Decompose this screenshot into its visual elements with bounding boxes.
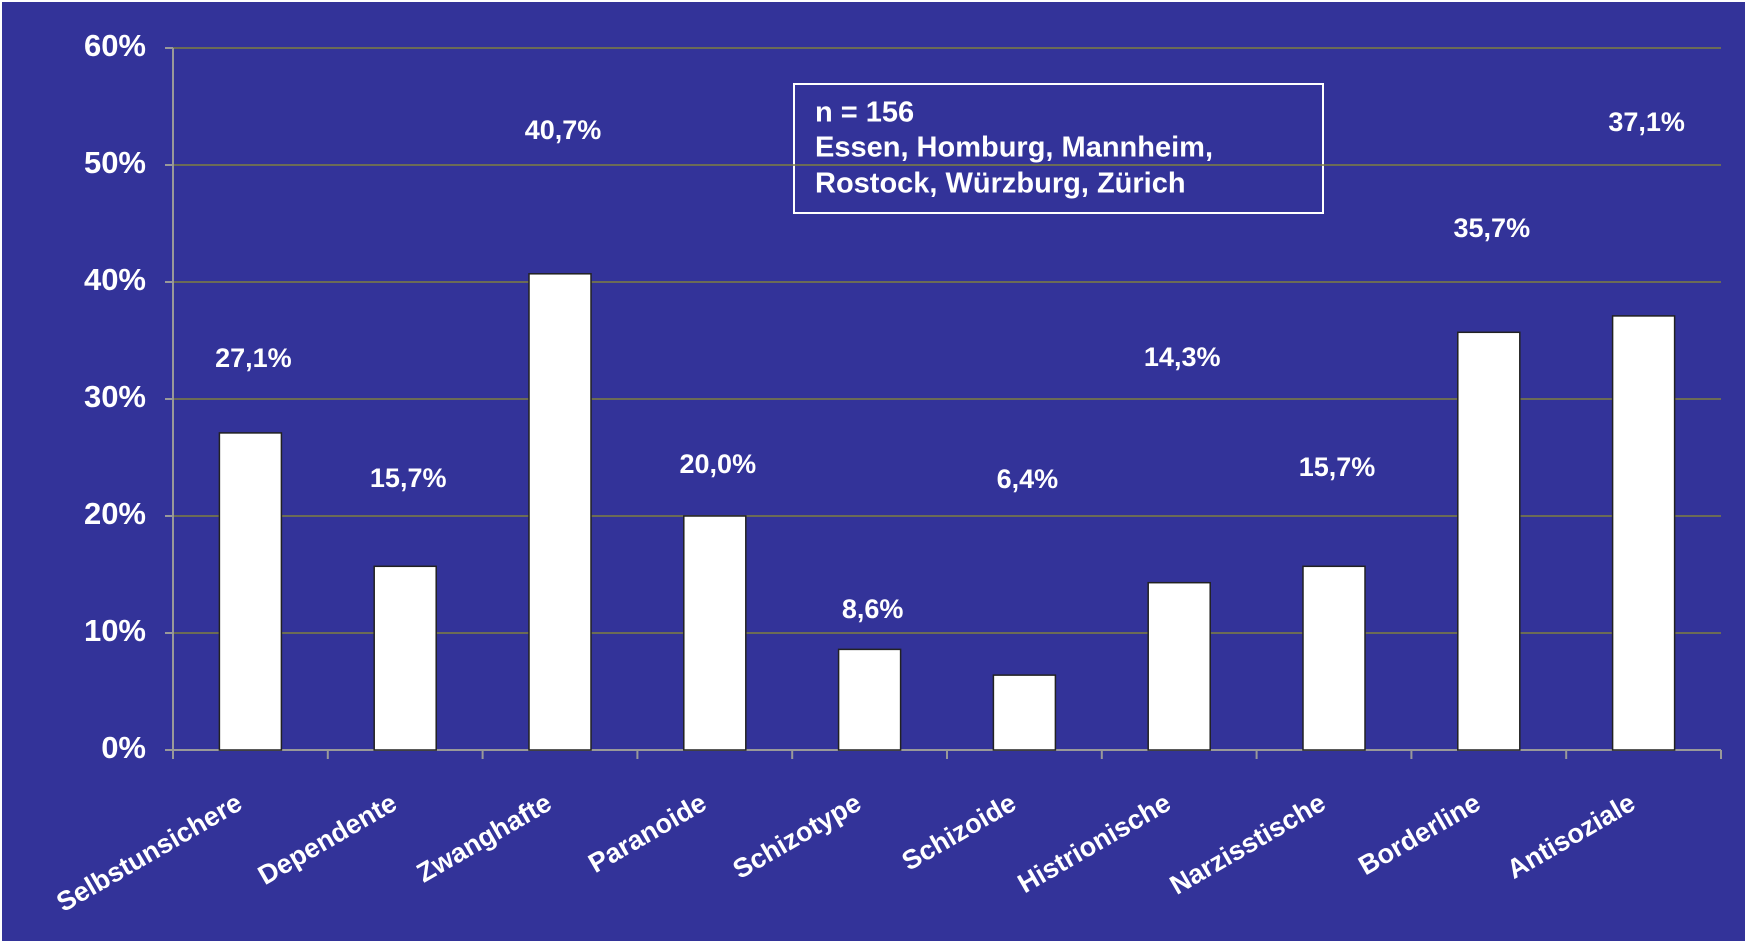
annotation: Rostock, Würzburg, Zürich (815, 168, 1186, 200)
value-label: 14,3% (1144, 342, 1221, 372)
bar (683, 515, 747, 751)
value-label: 15,7% (1299, 452, 1376, 482)
bar (1147, 581, 1211, 751)
bar (992, 674, 1057, 751)
annotation-box (793, 83, 1324, 214)
value-label: 15,7% (370, 463, 447, 493)
annotation: Essen, Homburg, Mannheim, (815, 132, 1213, 164)
y-tick-label: 20% (84, 496, 146, 531)
value-label: 8,6% (842, 594, 904, 624)
y-tick-label: 60% (84, 28, 146, 63)
bar (1611, 315, 1676, 751)
value-label: 37,1% (1608, 107, 1685, 137)
bar (837, 648, 902, 751)
bar (218, 432, 283, 751)
value-label: 20,0% (680, 449, 757, 479)
y-tick-label: 50% (84, 145, 146, 180)
value-label: 40,7% (525, 115, 602, 145)
y-tick-label: 10% (84, 613, 146, 648)
bar (1457, 331, 1521, 751)
value-label: 35,7% (1454, 213, 1531, 243)
value-label: 27,1% (215, 343, 292, 373)
bar (1302, 565, 1366, 751)
bar (528, 273, 592, 751)
y-tick-label: 30% (84, 379, 146, 414)
y-tick-label: 40% (84, 262, 146, 297)
annotation: n = 156 (815, 97, 914, 129)
bar (373, 565, 437, 751)
y-tick-label: 0% (101, 730, 146, 765)
value-label: 6,4% (997, 464, 1059, 494)
